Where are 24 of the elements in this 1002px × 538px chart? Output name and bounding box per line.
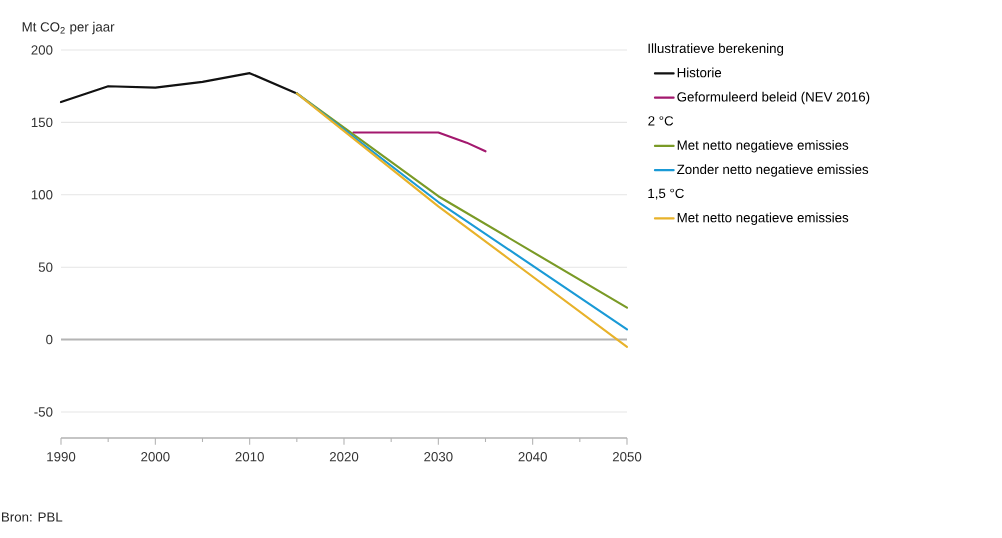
x-tick-label: 2040 <box>518 452 547 462</box>
x-tick-label: 2010 <box>235 452 264 462</box>
legend-label: Met netto negatieve emissies <box>677 140 849 153</box>
y-tick-label: 200 <box>31 45 53 55</box>
legend-label: Met netto negatieve emissies <box>677 212 849 225</box>
y-tick-label: 150 <box>31 117 53 128</box>
line-series <box>59 72 298 104</box>
text: 2 °C <box>648 116 674 126</box>
y-axis-title: Mt CO$_{2}$ per jaar <box>22 21 115 35</box>
y-tick-label: 0 <box>46 334 53 345</box>
x-tick-label: 2000 <box>141 452 170 462</box>
y-tick-label: -50 <box>34 407 53 417</box>
x-tick-label: 2030 <box>424 452 453 462</box>
legend-label: Geformuleerd beleid (NEV 2016) <box>677 91 870 105</box>
legend-label: Historie <box>677 67 722 78</box>
legend-label: Zonder netto negatieve emissies <box>677 164 869 177</box>
y-tick-label: 100 <box>31 190 53 200</box>
x-tick-label: 1990 <box>47 452 76 462</box>
text: Bron: PBL <box>2 512 63 522</box>
legend-title: Illustratieve berekening <box>648 43 784 56</box>
x-tick-label: 2020 <box>329 452 359 462</box>
text: 1,5 °C <box>648 188 684 200</box>
y-tick-label: 50 <box>38 262 53 272</box>
x-tick-label: 2050 <box>612 452 642 462</box>
